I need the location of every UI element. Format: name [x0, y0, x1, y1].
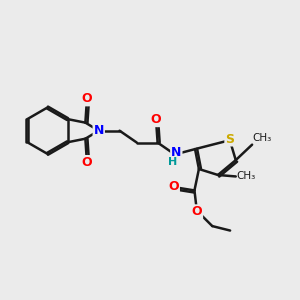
Text: O: O: [151, 113, 161, 126]
Text: O: O: [191, 205, 202, 218]
Text: H: H: [168, 157, 177, 167]
Text: S: S: [225, 133, 234, 146]
Text: CH₃: CH₃: [236, 172, 256, 182]
Text: N: N: [171, 146, 181, 159]
Text: O: O: [82, 92, 92, 105]
Text: CH₃: CH₃: [253, 133, 272, 142]
Text: N: N: [94, 124, 104, 137]
Text: O: O: [82, 156, 92, 169]
Text: O: O: [168, 180, 179, 193]
